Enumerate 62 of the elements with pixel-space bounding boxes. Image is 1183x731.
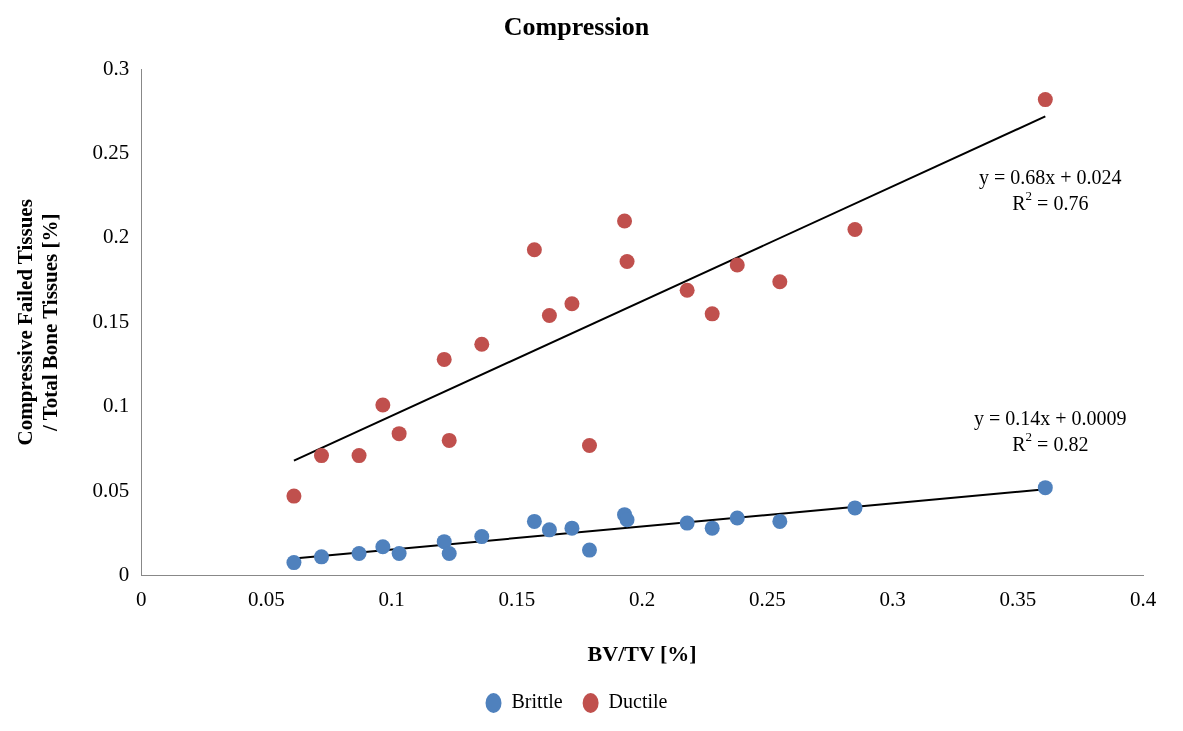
point	[351, 545, 367, 561]
y-tick-label: 0.2	[102, 224, 130, 249]
point	[564, 296, 580, 312]
point	[286, 488, 302, 504]
legend-label: Brittle	[511, 690, 563, 713]
x-tick-label: 0.35	[999, 586, 1037, 611]
point	[313, 448, 329, 464]
point	[526, 513, 542, 529]
point	[619, 254, 635, 270]
y-tick-label: 0.15	[92, 308, 130, 333]
x-tick-label: 0	[135, 586, 147, 611]
point	[679, 282, 695, 298]
x-tick-label: 0.3	[879, 586, 906, 611]
point	[704, 520, 720, 536]
point	[704, 306, 720, 322]
point	[1037, 480, 1053, 496]
y-tick-label: 0.05	[92, 477, 130, 502]
point	[375, 397, 391, 413]
point	[436, 351, 452, 367]
point	[541, 308, 557, 324]
point	[286, 555, 302, 571]
point	[617, 213, 633, 229]
point	[772, 513, 788, 529]
point	[729, 510, 745, 526]
point	[679, 515, 695, 531]
point	[847, 500, 863, 516]
point	[436, 534, 452, 550]
annotation: y = 0.68x + 0.024	[979, 165, 1122, 189]
point	[391, 426, 407, 442]
x-tick-label: 0.2	[628, 586, 656, 611]
y-tick-label: 0.25	[92, 140, 130, 165]
point	[474, 529, 490, 545]
point	[313, 549, 329, 565]
point	[772, 274, 788, 290]
x-tick-label: 0.4	[1129, 586, 1157, 611]
point	[541, 522, 557, 538]
legend-label: Ductile	[608, 690, 668, 713]
point	[847, 222, 863, 237]
point	[581, 542, 597, 558]
y-tick-label: 0	[118, 561, 130, 586]
point	[375, 539, 391, 555]
y-tick-label: 0.3	[102, 55, 130, 80]
point	[526, 242, 542, 258]
point	[441, 545, 457, 561]
x-tick-label: 0.15	[498, 586, 536, 611]
y-axis-title: Compressive Failed Tissues / Total Bone Tissues [%]	[13, 199, 63, 446]
point	[474, 336, 490, 352]
point	[619, 512, 635, 528]
point	[351, 448, 367, 464]
point	[1037, 92, 1053, 108]
point	[391, 545, 407, 561]
y-tick-label: 0.1	[102, 393, 130, 418]
x-tick-label: 0.1	[378, 586, 405, 611]
point	[729, 257, 745, 273]
point	[581, 437, 597, 453]
x-axis-title: BV/TV [%]	[587, 641, 697, 667]
annotation: y = 0.14x + 0.0009	[974, 406, 1127, 430]
x-tick-label: 0.25	[748, 586, 786, 611]
point	[441, 432, 457, 448]
chart-title: Compression	[503, 12, 650, 42]
x-tick-label: 0.05	[248, 586, 285, 611]
point	[564, 520, 580, 536]
